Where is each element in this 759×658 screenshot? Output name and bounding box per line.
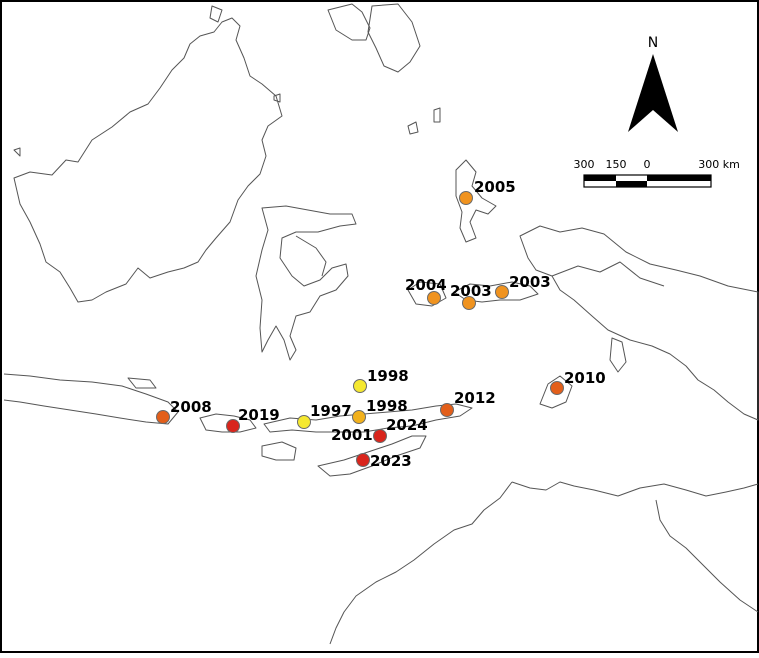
marker-label-2008: 2008 bbox=[170, 398, 212, 416]
marker-label-2019: 2019 bbox=[238, 406, 280, 424]
markers: 2005 2004 2003 2003 2010 2012 2008 2019 … bbox=[156, 178, 606, 470]
marker-1997 bbox=[297, 415, 311, 429]
scale-label-0: 0 bbox=[644, 158, 651, 171]
marker-label-2005: 2005 bbox=[474, 178, 516, 196]
marker-label-2012: 2012 bbox=[454, 389, 496, 407]
marker-2023 bbox=[356, 453, 370, 467]
marker-label-2001: 2001 bbox=[331, 426, 373, 444]
philippine-islands bbox=[367, 3, 421, 73]
australia-coastline bbox=[511, 481, 759, 497]
bali-lombok-coastline bbox=[199, 413, 257, 433]
marker-label-1998-b: 1998 bbox=[366, 397, 408, 415]
marker-2003-a bbox=[462, 296, 476, 310]
north-arrow: N bbox=[628, 35, 678, 132]
sumba-coastline bbox=[261, 441, 297, 461]
scale-label-300-km: 300 km bbox=[698, 158, 740, 171]
marker-2010 bbox=[550, 381, 564, 395]
mindanao-coastline bbox=[327, 3, 371, 41]
marker-2012 bbox=[440, 403, 454, 417]
coastlines bbox=[3, 3, 759, 645]
north-arrow-label: N bbox=[648, 35, 658, 51]
madura-coastline bbox=[127, 377, 157, 389]
sumbawa-flores-coastline bbox=[263, 403, 473, 433]
marker-label-2024: 2024 bbox=[386, 416, 428, 434]
marker-label-2010: 2010 bbox=[564, 369, 606, 387]
marker-2003-b bbox=[495, 285, 509, 299]
marker-1998-a bbox=[353, 379, 367, 393]
small-islet-2 bbox=[433, 107, 441, 123]
tanimbar-islands bbox=[539, 375, 573, 409]
scale-label-300: 300 bbox=[574, 158, 595, 171]
north-arrow-left bbox=[628, 54, 653, 132]
marker-label-2003-b: 2003 bbox=[509, 273, 551, 291]
marker-label-2023: 2023 bbox=[370, 452, 412, 470]
marker-1998-b bbox=[352, 410, 366, 424]
small-islet-4 bbox=[13, 147, 21, 157]
scale-label-150: 150 bbox=[606, 158, 627, 171]
java-coastline bbox=[3, 373, 179, 425]
australia-coastline-kimberley bbox=[329, 481, 513, 645]
small-islet-1 bbox=[407, 121, 419, 135]
borneo-coastline bbox=[13, 17, 283, 303]
marker-label-1998-a: 1998 bbox=[367, 367, 409, 385]
aru-islands bbox=[609, 337, 627, 373]
marker-2004 bbox=[427, 291, 441, 305]
marker-label-1997: 1997 bbox=[310, 402, 352, 420]
scale-bar: 300 150 0 300 km bbox=[574, 158, 740, 188]
sulawesi-southeast-arm bbox=[295, 235, 327, 277]
marker-2008 bbox=[156, 410, 170, 424]
marker-2005 bbox=[459, 191, 473, 205]
scale-seg-3 bbox=[647, 175, 711, 181]
buru-coastline bbox=[407, 281, 447, 307]
marker-2019 bbox=[226, 419, 240, 433]
marker-label-2003-a: 2003 bbox=[450, 282, 492, 300]
scale-seg-2 bbox=[616, 181, 647, 187]
new-guinea-interior bbox=[551, 261, 665, 287]
australia-coastline-east bbox=[655, 499, 759, 613]
north-arrow-right bbox=[653, 54, 678, 132]
sulawesi-coastline bbox=[255, 205, 357, 361]
new-guinea-coastline bbox=[519, 225, 759, 421]
marker-label-2004: 2004 bbox=[405, 276, 447, 294]
halmahera-coastline bbox=[455, 159, 497, 243]
scale-seg-1 bbox=[584, 175, 616, 181]
seram-coastline bbox=[453, 281, 539, 303]
north-islet bbox=[209, 5, 223, 23]
marker-2024 bbox=[373, 429, 387, 443]
small-islet-3 bbox=[273, 93, 281, 103]
